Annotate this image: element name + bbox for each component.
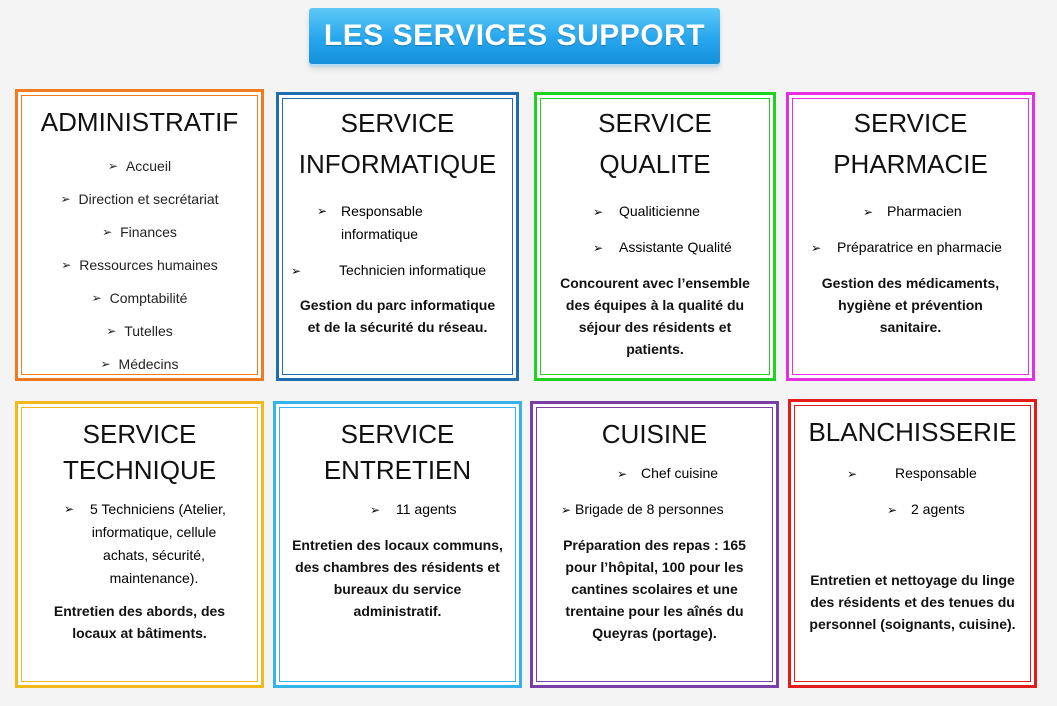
list-item: ➢ Préparatrice en pharmacie [811,236,1002,260]
card-title-line2: PHARMACIE [833,149,988,179]
arrow-bullet-icon: ➢ [593,205,604,219]
card-description: Préparation des repas : 165 pour l’hôpit… [563,537,746,641]
arrow-bullet-icon: ➢ [91,291,102,305]
list-item: ➢ Ressources humaines [18,249,261,282]
arrow-bullet-icon: ➢ [102,225,113,239]
card-cuisine: CUISINE ➢ Chef cuisine ➢ Brigade de 8 pers… [530,401,779,688]
card-blanchisserie: BLANCHISSERIE ➢ Responsable ➢ 2 agents Ent… [788,399,1037,688]
card-title-line2: INFORMATIQUE [298,149,497,179]
card-title-line1: SERVICE [340,108,455,138]
page-title: LES SERVICES SUPPORT [323,19,706,52]
card-informatique: SERVICE INFORMATIQUE ➢ Responsable infor… [276,92,519,381]
list-item: ➢ Pharmacien [863,200,962,224]
arrow-bullet-icon: ➢ [863,205,874,219]
list-item: ➢ 2 agents [887,498,965,522]
card-description: Gestion des médicaments, hygiène et prév… [821,275,1000,335]
list-item: ➢ Chef cuisine [617,462,718,486]
card-administratif: ADMINISTRATIF ➢ Accueil ➢ Direction et sec… [15,89,264,381]
card-title: ADMINISTRATIF [40,107,239,137]
card-title-line2: TECHNIQUE [62,455,217,485]
item-list: ➢ Accueil ➢ Direction et secrétariat ➢ Fina… [18,150,261,381]
arrow-bullet-icon: ➢ [370,503,381,517]
list-item: ➢ Qualiticienne [593,200,700,224]
card-pharmacie: SERVICE PHARMACIE ➢ Pharmacien ➢ Préparatr… [786,92,1035,381]
arrow-bullet-icon: ➢ [811,241,822,255]
list-item: ➢ Médecins [18,348,261,381]
card-title-line1: SERVICE [340,419,455,449]
list-item: ➢ Brigade de 8 personnes [561,498,724,522]
card-title: BLANCHISSERIE [808,417,1017,447]
list-item: ➢ Comptabilité [18,282,261,315]
card-description: Gestion du parc informatique et de la sé… [299,297,496,335]
arrow-bullet-icon: ➢ [100,357,111,371]
card-description: Entretien et nettoyage du linge des rési… [809,572,1016,632]
card-title-line1: SERVICE [598,108,712,138]
arrow-bullet-icon: ➢ [561,503,572,517]
card-description: Concourent avec l’ensemble des équipes à… [560,275,750,357]
list-item: ➢ Direction et secrétariat [18,183,261,216]
arrow-bullet-icon: ➢ [617,467,628,481]
arrow-bullet-icon: ➢ [106,324,117,338]
list-item: ➢ Technicien informatique [291,259,486,283]
arrow-bullet-icon: ➢ [64,502,75,516]
arrow-bullet-icon: ➢ [317,204,328,218]
card-technique: SERVICE TECHNIQUE ➢ 5 Techniciens (Ateli… [15,401,264,688]
arrow-bullet-icon: ➢ [291,264,302,278]
card-title-line1: SERVICE [82,419,197,449]
card-title-line2: ENTRETIEN [323,455,472,485]
list-item: ➢ 11 agents [370,498,456,522]
card-title: CUISINE [601,419,708,449]
arrow-bullet-icon: ➢ [847,467,858,481]
list-item: ➢ Accueil [18,150,261,183]
arrow-bullet-icon: ➢ [887,503,898,517]
arrow-bullet-icon: ➢ [61,258,72,272]
arrow-bullet-icon: ➢ [107,159,118,173]
card-qualite: SERVICE QUALITE ➢ Qualiticienne ➢ Assistan… [534,92,776,381]
list-item: ➢ Responsable [847,462,977,486]
card-title-line2: QUALITE [599,149,711,179]
card-description: Entretien des abords, des locaux at bâti… [53,603,226,641]
card-title-line1: SERVICE [853,108,968,138]
list-item: ➢ Responsable informatique [317,200,423,246]
card-description: Entretien des locaux communs, des chambr… [292,537,503,619]
list-item: ➢ Tutelles [18,315,261,348]
arrow-bullet-icon: ➢ [593,241,604,255]
arrow-bullet-icon: ➢ [60,192,71,206]
page-title-banner: LES SERVICES SUPPORT [309,8,720,64]
card-entretien: SERVICE ENTRETIEN ➢ 11 agents Entretien d… [273,401,522,688]
list-item: ➢ Assistante Qualité [593,236,732,260]
list-item: ➢ Finances [18,216,261,249]
